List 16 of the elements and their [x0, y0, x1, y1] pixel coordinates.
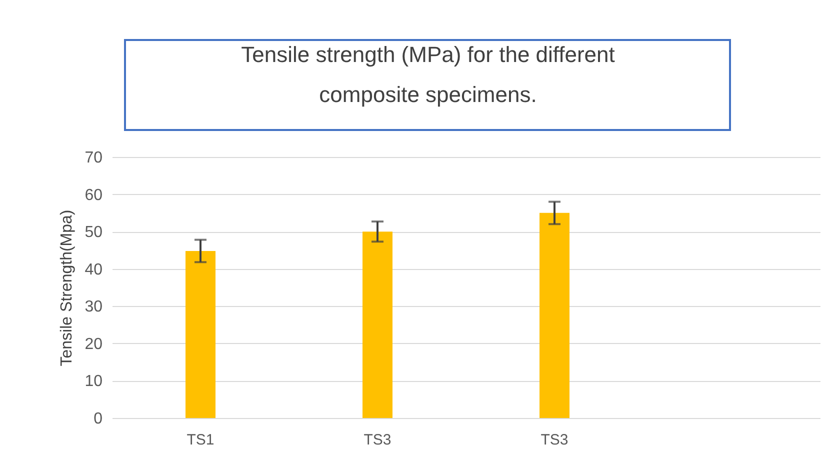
chart-title: Tensile strength (MPa) for the different composite specimens.	[241, 42, 615, 107]
y-tick-label: 40	[84, 261, 103, 278]
x-tick-label: TS3	[364, 432, 392, 448]
x-tick-label: TS3	[540, 432, 568, 448]
bar	[362, 232, 392, 418]
y-tick-label: 10	[84, 373, 103, 390]
y-tick-label: 20	[84, 336, 103, 353]
bar	[540, 212, 570, 418]
y-tick-label: 30	[84, 298, 103, 316]
bar	[186, 250, 216, 418]
x-tick-label: TS1	[186, 432, 214, 448]
y-tick-label: 0	[94, 410, 103, 428]
y-axis-title: Tensile Strength(Mpa)	[58, 210, 76, 366]
y-tick-label: 50	[84, 224, 103, 242]
y-tick-label: 70	[84, 150, 103, 166]
y-tick-label: 60	[84, 186, 103, 204]
